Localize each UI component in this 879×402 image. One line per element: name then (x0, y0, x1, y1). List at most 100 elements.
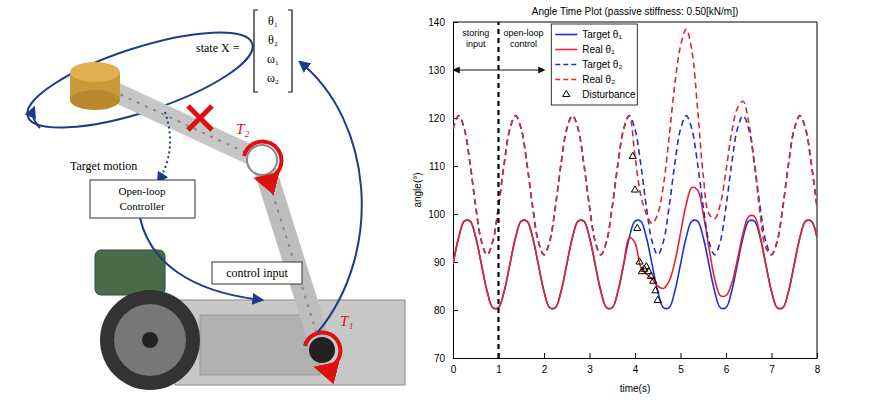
figure: Target motionT₂T₁state X =θ₁θ₂ω₁ω₂Open-l… (0, 0, 879, 402)
x-tick-label: 0 (451, 364, 457, 375)
y-tick-label: 140 (428, 17, 445, 28)
legend-line (555, 79, 577, 81)
mass-top (70, 62, 120, 82)
y-tick-mark (453, 358, 458, 359)
x-tick-mark (635, 353, 636, 358)
x-tick-mark (681, 353, 682, 358)
y-tick-mark (453, 214, 458, 215)
y-tick-label: 70 (434, 353, 446, 364)
flywheel (100, 290, 200, 390)
legend-line (555, 34, 577, 36)
y-tick: 120 (428, 113, 458, 124)
annotation-text: control (510, 39, 537, 49)
controller-box (90, 180, 195, 218)
motion-direction-arrow (33, 108, 40, 128)
x-tick-label: 6 (724, 364, 730, 375)
control-input-label: control input (226, 266, 288, 280)
y-axis: 70 80 90 100 110 120 130 140 (428, 17, 458, 364)
x-tick: 4 (633, 353, 639, 375)
legend: Target θ₁Real θ₁Target θ₂Real θ₂Disturba… (551, 24, 637, 105)
mass-bottom (70, 90, 120, 110)
joint-2 (247, 145, 277, 175)
link-2 (115, 92, 262, 160)
x-tick-label: 4 (633, 364, 639, 375)
y-axis-line (453, 23, 454, 359)
state-feedback-arrow (300, 62, 362, 332)
x-tick-mark (590, 353, 591, 358)
y-tick: 80 (434, 305, 458, 316)
state-entry: ω₁ (267, 52, 279, 66)
annotations: storinginput open-loopcontrol (454, 22, 544, 358)
x-tick-mark (772, 353, 773, 358)
phase-arrow (454, 69, 544, 70)
disturbance-point (629, 152, 636, 158)
annotation-text: open-loop (504, 28, 544, 38)
y-tick-label: 110 (429, 161, 445, 172)
control-arrow (140, 218, 262, 300)
phase-divider (497, 22, 499, 358)
y-tick-label: 100 (428, 209, 445, 220)
legend-label: Target θ₂ (582, 59, 622, 70)
y-tick: 130 (428, 65, 458, 76)
robot-base (175, 300, 405, 385)
legend-label: Real θ₂ (582, 74, 615, 85)
torque-2-label: T₂ (236, 121, 250, 137)
y-tick-label: 130 (428, 65, 445, 76)
disturbance-point (654, 296, 661, 302)
y-tick-label: 80 (434, 305, 446, 316)
x-tick-mark (544, 353, 545, 358)
series-line (453, 187, 817, 308)
x-tick: 7 (769, 353, 775, 375)
annotation-text: storing (462, 28, 489, 38)
link-2-holes (115, 92, 262, 160)
torque-2-arrow (244, 142, 281, 180)
y-axis-title: angle(°) (412, 172, 423, 207)
x-tick-label: 3 (587, 364, 593, 375)
x-axis-title: time(s) (620, 383, 651, 394)
robot-diagram: Target motionT₂T₁state X =θ₁θ₂ω₁ω₂Open-l… (18, 10, 405, 390)
annotation-text: input (466, 39, 486, 49)
x-tick: 2 (542, 353, 548, 375)
x-tick-label: 8 (815, 364, 821, 375)
plot-frame (453, 22, 817, 358)
disturbance-point (634, 224, 641, 230)
x-tick: 6 (724, 353, 730, 375)
joint-1 (309, 337, 335, 363)
x-axis-line (454, 358, 818, 359)
x-tick-label: 7 (769, 364, 775, 375)
state-entry: θ₁ (268, 14, 278, 28)
state-entry: θ₂ (268, 33, 278, 47)
flywheel-hub (142, 332, 158, 348)
dotted-arrow (158, 112, 170, 182)
x-axis: 0 1 2 3 4 5 6 7 8 (451, 353, 821, 375)
x-tick: 3 (587, 353, 593, 375)
y-tick: 100 (428, 209, 458, 220)
motor (95, 250, 165, 295)
x-tick-label: 1 (496, 364, 502, 375)
disturbance-point (636, 258, 643, 264)
y-tick-label: 120 (428, 113, 445, 124)
x-tick-label: 2 (542, 364, 548, 375)
state-brackets (254, 10, 292, 92)
x-tick: 5 (678, 353, 684, 375)
legend-box (551, 24, 637, 105)
legend-label: Target θ₁ (582, 29, 622, 40)
x-tick: 8 (815, 353, 821, 375)
series-line (453, 220, 817, 308)
state-entry: ω₂ (267, 71, 279, 85)
target-motion-path (18, 13, 262, 147)
base-plate (200, 315, 320, 375)
disturbance-point (650, 277, 657, 283)
disturbance-point (652, 287, 659, 293)
torque-1-arrow (305, 333, 340, 369)
y-tick-mark (453, 310, 458, 311)
legend-label: Real θ₁ (582, 44, 615, 55)
x-tick-mark (726, 353, 727, 358)
y-tick-label: 90 (434, 257, 446, 268)
torque-1-label: T₁ (340, 313, 354, 329)
control-input-box (212, 262, 302, 284)
series-line (453, 116, 817, 255)
controller-label: Controller (119, 200, 165, 212)
link-1 (262, 160, 322, 350)
legend-line (555, 49, 577, 51)
